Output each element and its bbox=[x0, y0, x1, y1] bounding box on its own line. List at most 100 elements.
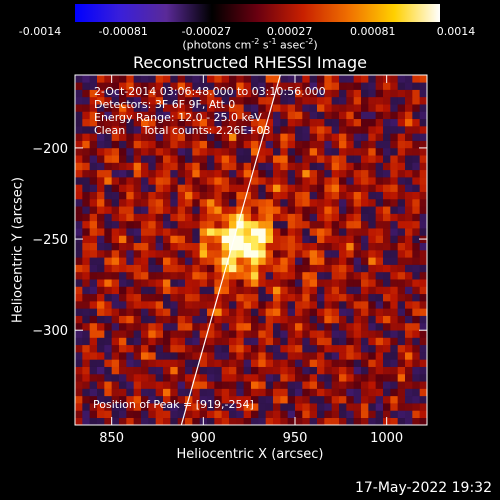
heatmap-pixel bbox=[133, 250, 142, 258]
colorbar-tick-label: -0.0014 bbox=[19, 25, 61, 38]
heatmap-pixel bbox=[397, 133, 406, 141]
heatmap-pixel bbox=[383, 140, 391, 149]
heatmap-pixel bbox=[295, 147, 303, 156]
heatmap-pixel bbox=[309, 395, 318, 404]
heatmap-pixel bbox=[258, 118, 266, 127]
heatmap-pixel bbox=[148, 89, 156, 98]
heatmap-pixel bbox=[243, 330, 252, 338]
heatmap-pixel bbox=[346, 242, 354, 251]
heatmap-pixel bbox=[89, 104, 98, 112]
heatmap-pixel bbox=[119, 235, 127, 244]
heatmap-pixel bbox=[309, 337, 318, 346]
heatmap-pixel bbox=[82, 257, 90, 265]
heatmap-pixel bbox=[265, 264, 274, 273]
heatmap-pixel bbox=[309, 388, 318, 397]
heatmap-pixel bbox=[89, 155, 98, 163]
heatmap-pixel bbox=[412, 264, 420, 273]
heatmap-pixel bbox=[177, 177, 186, 185]
heatmap-pixel bbox=[163, 352, 171, 360]
heatmap-pixel bbox=[339, 126, 347, 134]
heatmap-pixel bbox=[331, 169, 340, 178]
heatmap-pixel bbox=[170, 366, 178, 375]
heatmap-pixel bbox=[375, 82, 384, 90]
heatmap-pixel bbox=[251, 147, 259, 156]
heatmap-pixel bbox=[111, 126, 120, 134]
heatmap-pixel bbox=[295, 220, 303, 229]
heatmap-pixel bbox=[346, 315, 354, 324]
heatmap-pixel bbox=[141, 315, 149, 324]
heatmap-pixel bbox=[317, 395, 325, 404]
heatmap-pixel bbox=[192, 322, 200, 331]
heatmap-image bbox=[75, 75, 427, 425]
heatmap-pixel bbox=[185, 381, 193, 389]
heatmap-pixel bbox=[353, 104, 362, 112]
heatmap-pixel bbox=[148, 220, 156, 229]
heatmap-pixel bbox=[265, 147, 274, 156]
heatmap-pixel bbox=[383, 235, 391, 244]
heatmap-pixel bbox=[111, 322, 120, 331]
heatmap-pixel bbox=[199, 140, 208, 149]
y-tick-label: −200 bbox=[32, 142, 68, 157]
heatmap-pixel bbox=[185, 264, 193, 273]
heatmap-pixel bbox=[148, 344, 156, 353]
heatmap-pixel bbox=[346, 250, 354, 258]
heatmap-pixel bbox=[229, 279, 237, 287]
heatmap-pixel bbox=[368, 250, 376, 258]
heatmap-pixel bbox=[405, 388, 413, 397]
heatmap-pixel bbox=[397, 381, 406, 389]
heatmap-pixel bbox=[155, 381, 164, 389]
heatmap-pixel bbox=[111, 301, 120, 309]
heatmap-pixel bbox=[192, 169, 200, 178]
heatmap-pixel bbox=[280, 184, 288, 192]
heatmap-pixel bbox=[236, 344, 244, 353]
heatmap-pixel bbox=[133, 198, 142, 207]
heatmap-pixel bbox=[309, 213, 318, 222]
heatmap-pixel bbox=[214, 118, 222, 127]
heatmap-pixel bbox=[251, 293, 259, 302]
heatmap-pixel bbox=[368, 322, 376, 331]
heatmap-pixel bbox=[148, 417, 156, 425]
heatmap-pixel bbox=[207, 388, 215, 397]
heatmap-pixel bbox=[361, 89, 369, 98]
heatmap-pixel bbox=[236, 337, 244, 346]
heatmap-pixel bbox=[390, 191, 398, 200]
heatmap-pixel bbox=[397, 198, 406, 207]
heatmap-pixel bbox=[375, 96, 384, 105]
heatmap-pixel bbox=[97, 126, 105, 134]
heatmap-pixel bbox=[331, 315, 340, 324]
heatmap-pixel bbox=[199, 82, 208, 90]
heatmap-pixel bbox=[405, 191, 413, 200]
heatmap-pixel bbox=[397, 104, 406, 112]
heatmap-pixel bbox=[75, 279, 83, 287]
heatmap-pixel bbox=[368, 96, 376, 105]
heatmap-pixel bbox=[75, 228, 83, 236]
heatmap-pixel bbox=[82, 162, 90, 171]
heatmap-pixel bbox=[192, 177, 200, 185]
heatmap-pixel bbox=[185, 162, 193, 171]
heatmap-pixel bbox=[251, 271, 259, 280]
heatmap-pixel bbox=[265, 352, 274, 360]
heatmap-pixel bbox=[111, 155, 120, 163]
heatmap-pixel bbox=[368, 366, 376, 375]
heatmap-pixel bbox=[133, 104, 142, 112]
heatmap-pixel bbox=[412, 126, 420, 134]
heatmap-pixel bbox=[163, 388, 171, 397]
heatmap-pixel bbox=[170, 228, 178, 236]
heatmap-pixel bbox=[126, 155, 134, 163]
heatmap-pixel bbox=[302, 250, 310, 258]
heatmap-pixel bbox=[229, 191, 237, 200]
heatmap-pixel bbox=[119, 96, 127, 105]
heatmap-pixel bbox=[339, 133, 347, 141]
heatmap-pixel bbox=[236, 301, 244, 309]
heatmap-pixel bbox=[412, 75, 420, 83]
heatmap-pixel bbox=[287, 395, 296, 404]
heatmap-pixel bbox=[317, 184, 325, 192]
heatmap-pixel bbox=[82, 352, 90, 360]
heatmap-pixel bbox=[375, 403, 384, 411]
heatmap-pixel bbox=[82, 410, 90, 419]
heatmap-pixel bbox=[397, 191, 406, 200]
heatmap-pixel bbox=[243, 96, 252, 105]
heatmap-pixel bbox=[82, 293, 90, 302]
heatmap-pixel bbox=[258, 96, 266, 105]
heatmap-pixel bbox=[302, 82, 310, 90]
